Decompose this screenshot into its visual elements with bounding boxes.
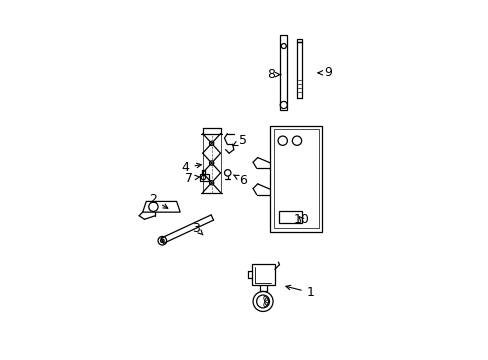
Text: 7: 7 [185, 172, 199, 185]
Text: 10: 10 [293, 213, 309, 226]
Text: 9: 9 [318, 66, 332, 79]
Text: 5: 5 [232, 134, 246, 147]
Text: 6: 6 [233, 174, 246, 186]
Bar [296, 39, 302, 42]
Text: 4: 4 [181, 161, 201, 174]
Bar [273, 129, 319, 228]
Bar [270, 126, 322, 232]
Text: 1: 1 [285, 285, 314, 299]
Text: 3: 3 [192, 222, 203, 235]
Bar [279, 211, 302, 223]
Text: 8: 8 [267, 68, 280, 81]
Bar [280, 35, 287, 111]
Circle shape [160, 239, 164, 243]
Text: 2: 2 [149, 193, 167, 208]
Bar [200, 174, 208, 181]
Bar [251, 264, 274, 285]
